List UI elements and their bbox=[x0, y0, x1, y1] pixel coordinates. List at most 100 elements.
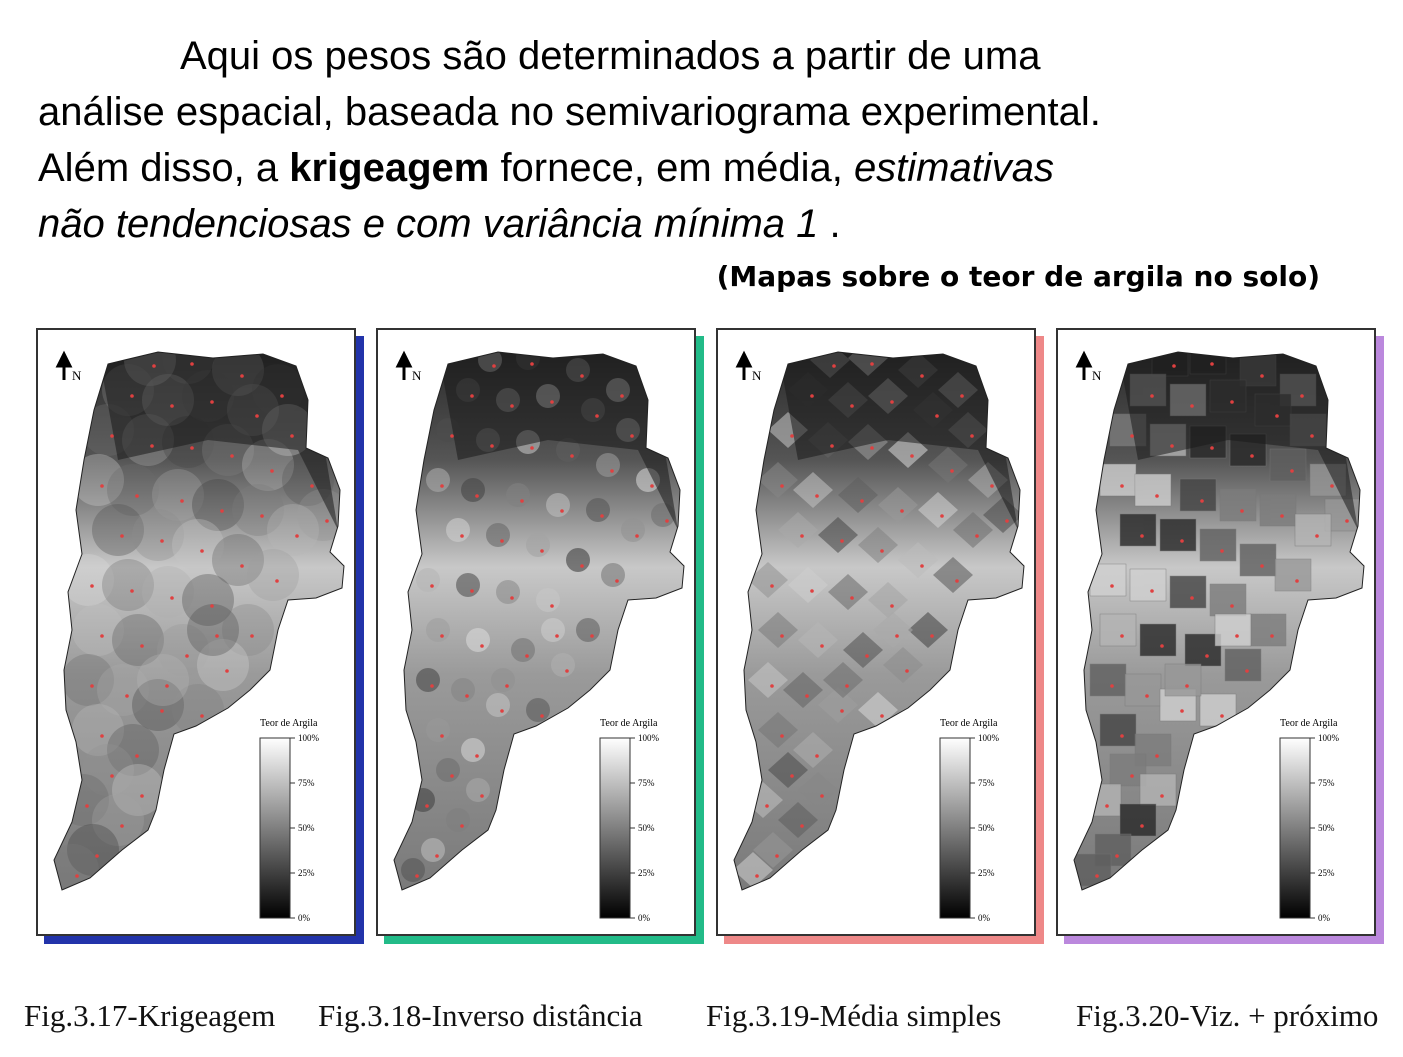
sample-point bbox=[615, 579, 619, 583]
map-cell bbox=[828, 574, 868, 610]
sample-point bbox=[1220, 549, 1224, 553]
legend-tick-label: 100% bbox=[978, 733, 1000, 743]
map-cell bbox=[1119, 513, 1157, 547]
sample-point bbox=[220, 509, 224, 513]
sample-point bbox=[290, 434, 294, 438]
legend-tick-label: 75% bbox=[298, 778, 315, 788]
sample-point bbox=[470, 589, 474, 593]
sample-point bbox=[955, 579, 959, 583]
sample-point bbox=[860, 499, 864, 503]
sample-point bbox=[200, 549, 204, 553]
sample-point bbox=[475, 494, 479, 498]
north-arrow-icon bbox=[55, 350, 73, 380]
sample-point bbox=[95, 854, 99, 858]
sample-point bbox=[1185, 684, 1189, 688]
map-outline bbox=[393, 351, 685, 891]
legend-tick-label: 25% bbox=[1318, 868, 1335, 878]
sample-point bbox=[665, 519, 669, 523]
sample-point bbox=[430, 684, 434, 688]
map-cell bbox=[818, 517, 858, 553]
sample-point bbox=[325, 519, 329, 523]
sample-point bbox=[530, 446, 534, 450]
north-arrow-icon bbox=[735, 350, 753, 380]
map-cell bbox=[576, 618, 600, 642]
map-cell bbox=[456, 573, 480, 597]
sample-point bbox=[1190, 404, 1194, 408]
map-svg: N Teor de Argila 100% 75% 50% 25% 0% bbox=[1073, 350, 1365, 923]
map-cell bbox=[511, 638, 535, 662]
sample-point bbox=[180, 499, 184, 503]
sample-point bbox=[780, 734, 784, 738]
map-svg: N Teor de Argila 100% 75% 50% 25% 0% bbox=[393, 350, 685, 923]
map-cell bbox=[586, 498, 610, 522]
sample-point bbox=[225, 669, 229, 673]
map-cell bbox=[67, 824, 119, 876]
sample-point bbox=[815, 754, 819, 758]
sample-point bbox=[415, 874, 419, 878]
north-label: N bbox=[1092, 368, 1102, 383]
legend-tick-label: 50% bbox=[298, 823, 315, 833]
map-cell bbox=[1269, 448, 1307, 482]
map-cell bbox=[878, 487, 918, 523]
map-cell bbox=[1139, 773, 1177, 807]
map-cell bbox=[446, 518, 470, 542]
map-cell bbox=[883, 647, 923, 683]
sample-point bbox=[580, 374, 584, 378]
map-cell bbox=[72, 704, 124, 756]
map-cell bbox=[172, 519, 224, 571]
sample-point bbox=[540, 714, 544, 718]
sample-point bbox=[295, 534, 299, 538]
sample-point bbox=[430, 584, 434, 588]
sample-point bbox=[165, 684, 169, 688]
sample-point bbox=[255, 414, 259, 418]
map-cell bbox=[1124, 673, 1162, 707]
sample-point bbox=[920, 564, 924, 568]
sample-point bbox=[130, 394, 134, 398]
sample-point bbox=[820, 644, 824, 648]
italic-term: estimativas bbox=[853, 146, 1054, 190]
sample-point bbox=[832, 364, 836, 368]
map-cell bbox=[247, 549, 299, 601]
sample-point bbox=[310, 484, 314, 488]
map-cell bbox=[823, 662, 863, 698]
sample-point bbox=[480, 794, 484, 798]
sample-point bbox=[920, 374, 924, 378]
legend-colorbar bbox=[939, 737, 971, 919]
map-cell bbox=[778, 512, 818, 548]
map-cell bbox=[152, 469, 204, 521]
intro-paragraph: Aqui os pesos são determinados a partir … bbox=[38, 28, 1378, 252]
sample-point bbox=[140, 644, 144, 648]
map-cell bbox=[541, 618, 565, 642]
map-cell bbox=[758, 612, 798, 648]
sample-point bbox=[870, 362, 874, 366]
map-cell bbox=[1159, 518, 1197, 552]
sample-point bbox=[1145, 694, 1149, 698]
sample-point bbox=[1160, 794, 1164, 798]
sample-point bbox=[90, 584, 94, 588]
map-cell bbox=[72, 604, 124, 656]
sample-point bbox=[880, 714, 884, 718]
sample-point bbox=[555, 634, 559, 638]
legend-tick-label: 0% bbox=[978, 913, 991, 923]
map-cell bbox=[536, 588, 560, 612]
sample-point bbox=[1140, 534, 1144, 538]
sample-point bbox=[1210, 362, 1214, 366]
sample-point bbox=[570, 454, 574, 458]
sample-point bbox=[135, 494, 139, 498]
legend-tick-label: 50% bbox=[1318, 823, 1335, 833]
sample-point bbox=[1172, 364, 1176, 368]
map-cell bbox=[436, 758, 460, 782]
sample-point bbox=[435, 854, 439, 858]
sample-point bbox=[520, 499, 524, 503]
sample-point bbox=[440, 734, 444, 738]
map-cell bbox=[596, 453, 620, 477]
sample-point bbox=[150, 444, 154, 448]
map-cell bbox=[898, 542, 938, 578]
map-cell bbox=[486, 523, 510, 547]
sample-point bbox=[1120, 634, 1124, 638]
map-cell bbox=[297, 489, 344, 541]
map-cell bbox=[1139, 623, 1177, 657]
map-cell bbox=[908, 612, 948, 648]
map-cell bbox=[92, 794, 144, 846]
legend-colorbar bbox=[259, 737, 291, 919]
